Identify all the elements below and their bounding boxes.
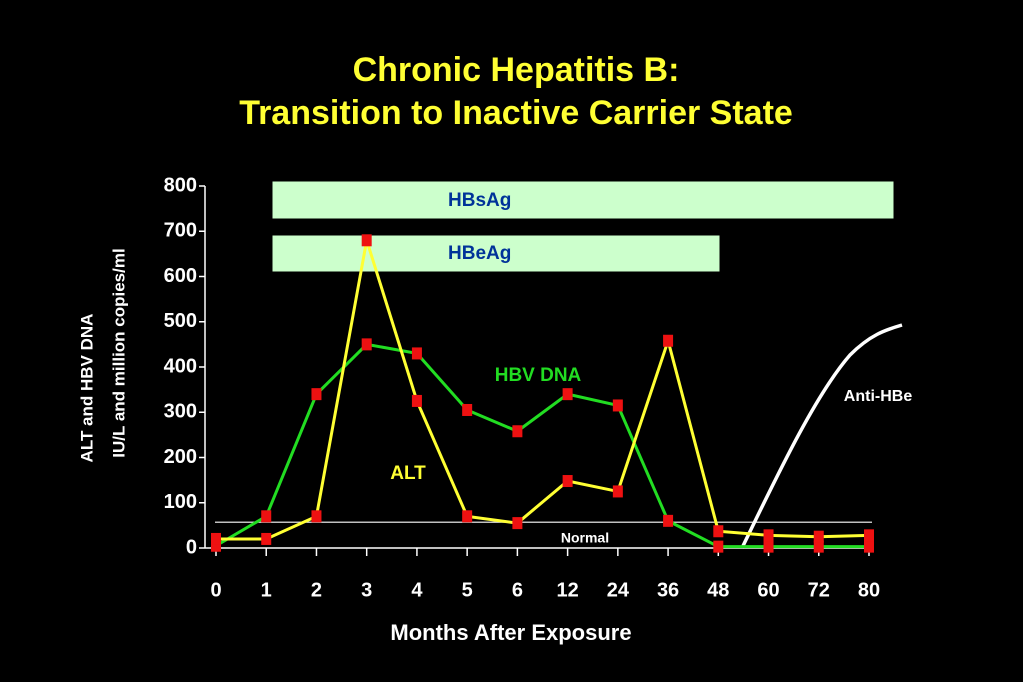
data-marker <box>211 539 221 552</box>
data-marker <box>462 510 473 523</box>
x-tick-label: 12 <box>556 579 578 601</box>
data-marker <box>462 403 473 416</box>
data-marker <box>864 529 874 542</box>
x-tick-label: 80 <box>858 579 880 601</box>
x-axis-label: Months After Exposure <box>390 620 631 645</box>
reference-label: Normal <box>561 530 609 546</box>
data-marker <box>261 510 272 523</box>
x-tick-label: 6 <box>512 579 523 601</box>
series-line <box>215 342 869 549</box>
data-marker <box>813 540 824 553</box>
data-marker <box>763 540 774 553</box>
chart-subtitle: Transition to Inactive Carrier State <box>239 94 793 132</box>
data-marker <box>663 334 674 347</box>
y-tick-label: 0 <box>186 536 197 558</box>
x-tick-label: 72 <box>808 579 830 601</box>
y-axis-label: IU/L and million copies/ml <box>109 248 128 457</box>
y-tick-label: 700 <box>164 220 197 242</box>
data-marker <box>562 388 573 401</box>
y-tick-label: 600 <box>164 265 197 287</box>
data-marker <box>311 510 322 523</box>
x-tick-label: 1 <box>261 579 272 601</box>
y-tick-label: 200 <box>164 446 197 468</box>
data-marker <box>411 394 422 407</box>
x-tick-label: 2 <box>311 579 322 601</box>
y-tick-label: 100 <box>164 491 197 513</box>
annotation: HBeAg <box>448 243 511 264</box>
data-marker <box>211 532 221 545</box>
x-tick-label: 0 <box>210 579 221 601</box>
series-line <box>216 239 870 541</box>
y-tick-label: 400 <box>164 355 197 377</box>
data-marker <box>512 517 523 530</box>
data-marker <box>763 529 774 542</box>
series-label: HBV DNA <box>495 365 582 386</box>
data-marker <box>512 425 523 438</box>
data-marker <box>311 388 322 401</box>
x-tick-label: 5 <box>462 579 473 601</box>
annotation: HBsAg <box>448 190 511 211</box>
data-marker <box>261 532 272 545</box>
x-tick-label: 60 <box>757 579 779 601</box>
data-marker <box>713 525 724 538</box>
hbsag-band <box>271 180 895 220</box>
y-tick-label: 800 <box>164 174 197 196</box>
x-tick-label: 48 <box>707 579 729 601</box>
y-tick-label: 500 <box>164 310 197 332</box>
x-tick-label: 36 <box>657 579 679 601</box>
y-axis-label: ALT and HBV DNA <box>77 314 96 463</box>
data-marker <box>411 347 422 360</box>
data-marker <box>713 540 724 553</box>
y-tick-label: 300 <box>164 401 197 423</box>
annotation: Anti-HBe <box>844 388 913 405</box>
chart-title: Chronic Hepatitis B: <box>353 51 680 89</box>
data-marker <box>361 338 372 351</box>
x-tick-label: 24 <box>607 579 630 601</box>
data-marker <box>612 485 623 498</box>
data-marker <box>361 234 372 247</box>
hbeag-band <box>271 234 721 273</box>
series-label: ALT <box>390 463 426 484</box>
data-marker <box>663 514 674 527</box>
data-marker <box>612 399 623 412</box>
x-tick-label: 3 <box>361 579 372 601</box>
data-marker <box>562 475 573 488</box>
x-tick-label: 4 <box>411 579 423 601</box>
data-marker <box>864 540 874 553</box>
anti-hbe-curve <box>740 323 903 549</box>
data-marker <box>813 530 824 543</box>
